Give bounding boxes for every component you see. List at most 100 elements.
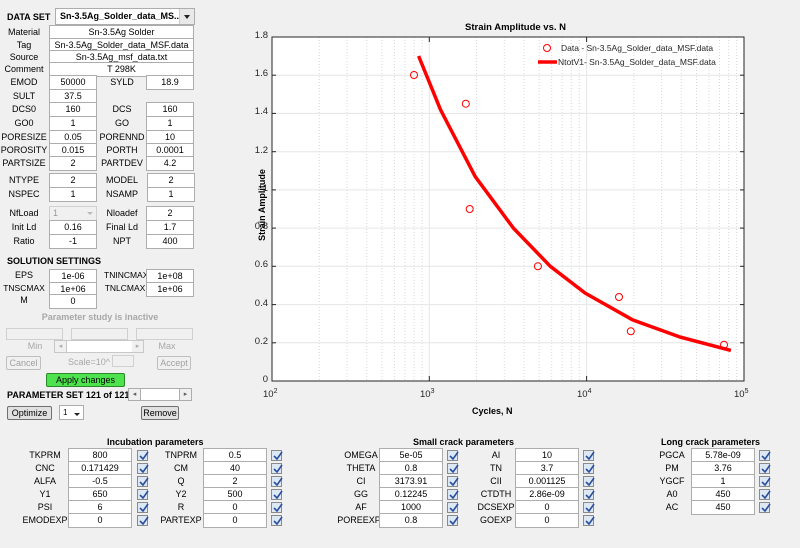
prop-label: PARTDEV [101,158,143,168]
pgca-field[interactable]: 5.78e-09 [691,448,755,463]
scale-field[interactable] [112,355,134,367]
left-arrow-icon[interactable]: ◂ [129,389,140,400]
poresize-field[interactable]: 0.05 [49,130,97,145]
gg-checkbox[interactable] [447,489,459,500]
param-label: PARTEXP [160,515,202,525]
ygcf-checkbox[interactable] [759,476,771,487]
dataset-label: DATA SET [7,12,51,22]
prop-label: NPT [113,236,131,246]
parameter-set-scrollbar[interactable]: ◂ ▸ [128,388,192,401]
ytick-label: 0 [262,374,268,385]
r-checkbox[interactable] [271,502,283,513]
optimize-button[interactable]: Optimize [7,406,52,420]
param-label: Q [177,476,185,486]
theta-checkbox[interactable] [447,463,459,474]
accept-button[interactable]: Accept [157,356,191,370]
partexp-checkbox[interactable] [271,515,283,526]
goexp-field[interactable]: 0 [515,513,579,528]
y1-checkbox[interactable] [137,489,149,500]
syld-field[interactable]: 18.9 [146,75,194,90]
poreexp-checkbox[interactable] [447,515,459,526]
cnc-checkbox[interactable] [137,463,149,474]
solution-settings-title: SOLUTION SETTINGS [7,256,102,266]
dcsexp-checkbox[interactable] [583,502,595,513]
psi-checkbox[interactable] [137,502,149,513]
study-field-2[interactable] [71,328,128,340]
goexp-checkbox[interactable] [583,515,595,526]
ac-checkbox[interactable] [759,502,771,513]
param-label: AI [491,450,501,460]
dataset-dropdown[interactable]: Sn-3.5Ag_Solder_data_MS... [55,8,195,25]
comment-label: Comment [4,64,44,74]
q-checkbox[interactable] [271,476,283,487]
dcs-field[interactable]: 160 [146,102,194,117]
emod-field[interactable]: 50000 [49,75,97,90]
emodexp-checkbox[interactable] [137,515,149,526]
pgca-checkbox[interactable] [759,450,771,461]
final-ld-field[interactable]: 1.7 [146,220,194,235]
prop-label: Nloadef [106,208,138,218]
nfload-dropdown[interactable]: 1 [49,206,97,221]
go0-field[interactable]: 1 [49,116,97,131]
param-label: Y1 [39,489,51,499]
right-arrow-icon[interactable]: ▸ [132,341,143,352]
poreexp-field[interactable]: 0.8 [379,513,443,528]
tnprm-checkbox[interactable] [271,450,283,461]
cm-checkbox[interactable] [271,463,283,474]
m-field[interactable]: 0 [49,294,97,309]
prop-label: NfLoad [9,208,39,218]
study-field-3[interactable] [136,328,193,340]
nsamp-field[interactable]: 1 [147,187,195,202]
prop-label: DCS0 [11,104,36,114]
slider-thumb[interactable] [66,341,133,352]
ytick-label: 1.8 [254,30,268,41]
ytick-label: 1.2 [254,145,268,156]
tnlcmax-field[interactable]: 1e+06 [146,282,194,297]
pm-checkbox[interactable] [759,463,771,474]
cii-checkbox[interactable] [583,476,595,487]
ai-checkbox[interactable] [583,450,595,461]
partsize-field[interactable]: 2 [49,156,97,171]
pm-field[interactable]: 3.76 [691,461,755,476]
ac-field[interactable]: 450 [691,500,755,515]
init-ld-field[interactable]: 0.16 [49,220,97,235]
emodexp-field[interactable]: 0 [68,513,132,528]
a0-checkbox[interactable] [759,489,771,500]
remove-button[interactable]: Remove [141,406,179,420]
af-checkbox[interactable] [447,502,459,513]
cancel-button[interactable]: Cancel [6,356,41,370]
partexp-field[interactable]: 0 [203,513,267,528]
chevron-down-icon [74,413,80,416]
ci-checkbox[interactable] [447,476,459,487]
tn-checkbox[interactable] [583,463,595,474]
alfa-checkbox[interactable] [137,476,149,487]
left-arrow-icon[interactable]: ◂ [55,341,66,352]
go-field[interactable]: 1 [146,116,194,131]
nloadef-field[interactable]: 2 [146,206,194,221]
right-arrow-icon[interactable]: ▸ [180,389,191,400]
param-label: TNPRM [165,450,197,460]
param-label: Y2 [175,489,187,499]
study-field-1[interactable] [6,328,63,340]
partdev-field[interactable]: 4.2 [146,156,194,171]
scroll-thumb[interactable] [140,389,180,400]
nspec-field[interactable]: 1 [49,187,97,202]
omega-checkbox[interactable] [447,450,459,461]
y2-checkbox[interactable] [271,489,283,500]
eps-label: EPS [14,270,33,280]
study-slider[interactable]: ◂ ▸ [54,340,144,353]
npt-field[interactable]: 400 [146,234,194,249]
param-label: PGCA [659,450,685,460]
ctdth-checkbox[interactable] [583,489,595,500]
apply-changes-button[interactable]: Apply changes [46,373,125,387]
tkprm-checkbox[interactable] [137,450,149,461]
ratio-field[interactable]: -1 [49,234,97,249]
parameter-select[interactable]: 1 [59,405,84,420]
x-axis-label: Cycles, N [472,406,513,416]
model-field[interactable]: 2 [147,173,195,188]
comment-field[interactable]: T 298K [49,62,194,77]
param-label: CM [174,463,188,473]
source-label: Source [9,52,39,62]
ntype-field[interactable]: 2 [49,173,97,188]
dcs0-field[interactable]: 160 [49,102,97,117]
